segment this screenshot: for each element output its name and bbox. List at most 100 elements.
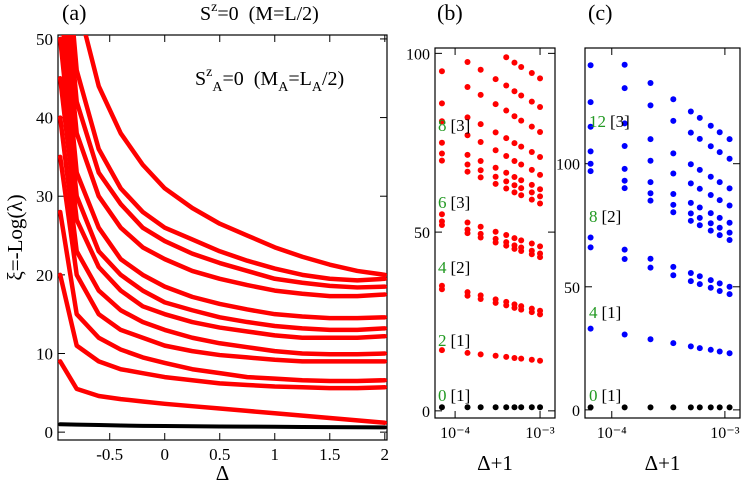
point: [528, 166, 535, 173]
point: [621, 85, 628, 92]
annotation-part: A: [278, 80, 289, 95]
panel-label: (b): [437, 0, 463, 25]
point: [528, 309, 535, 316]
point: [503, 152, 510, 159]
point: [503, 302, 510, 309]
point: [503, 185, 510, 192]
y-tick-label: 100: [406, 46, 430, 63]
point: [621, 185, 628, 192]
point: [511, 174, 518, 181]
point: [696, 204, 703, 211]
point: [438, 221, 445, 228]
point: [518, 161, 525, 168]
point: [464, 349, 471, 356]
point: [477, 351, 484, 358]
point: [511, 404, 518, 411]
point: [670, 117, 677, 124]
y-tick-label: 10: [36, 344, 53, 363]
plot-frame: [584, 47, 741, 419]
point: [687, 217, 694, 224]
point: [687, 129, 694, 136]
point: [670, 404, 677, 411]
point: [528, 70, 535, 77]
curve: [58, 154, 387, 364]
x-tick-label: -0.5: [96, 445, 123, 464]
level-degeneracy: [1]: [451, 331, 471, 350]
point: [477, 66, 484, 73]
x-axis-label: Δ+1: [645, 451, 681, 475]
point: [726, 202, 733, 209]
point: [670, 150, 677, 157]
point: [477, 404, 484, 411]
point: [438, 211, 445, 218]
annotation: Sz=0 (M=L/2): [200, 0, 319, 25]
y-tick-label: 20: [36, 266, 53, 285]
point: [716, 129, 723, 136]
point: [687, 210, 694, 217]
point: [438, 157, 445, 164]
level-label: 4 [1]: [589, 303, 621, 322]
point: [647, 102, 654, 109]
annotation-part: =L: [288, 68, 312, 90]
level-number: 12: [589, 112, 606, 131]
point: [537, 254, 544, 261]
point: [511, 245, 518, 252]
point: [511, 140, 518, 147]
level-number: 0: [438, 386, 447, 405]
point: [492, 239, 499, 246]
curve: [68, 35, 387, 290]
level-number: 4: [438, 258, 447, 277]
point: [687, 270, 694, 277]
point: [438, 150, 445, 157]
point: [518, 192, 525, 199]
point: [464, 132, 471, 139]
point: [716, 179, 723, 186]
point: [707, 191, 714, 198]
point: [647, 157, 654, 164]
point: [503, 178, 510, 185]
level-label: 0 [1]: [438, 386, 470, 405]
point: [687, 199, 694, 206]
point: [647, 336, 654, 343]
point: [528, 149, 535, 156]
point: [726, 155, 733, 162]
point: [511, 59, 518, 66]
point: [707, 122, 714, 129]
point: [696, 404, 703, 411]
point: [716, 404, 723, 411]
point: [477, 139, 484, 146]
level-degeneracy: [1]: [451, 386, 471, 405]
x-tick-label: 10⁻³: [710, 425, 739, 442]
annotation-part: S: [195, 68, 206, 90]
point: [528, 123, 535, 130]
point: [726, 237, 733, 244]
point: [670, 263, 677, 270]
point: [587, 148, 594, 155]
x-tick-label: 10⁻⁴: [440, 425, 470, 442]
point: [647, 190, 654, 197]
point: [647, 197, 654, 204]
x-tick-label: 0.5: [209, 445, 230, 464]
y-tick-label: 0: [45, 423, 54, 442]
point: [707, 284, 714, 291]
point: [492, 352, 499, 359]
point: [518, 63, 525, 70]
point: [621, 120, 628, 127]
point: [518, 185, 525, 192]
point: [511, 354, 518, 361]
point: [726, 283, 733, 290]
curve: [65, 35, 387, 299]
point: [696, 166, 703, 173]
level-number: 8: [589, 207, 598, 226]
y-tick-label: 50: [414, 225, 430, 242]
point: [587, 99, 594, 106]
point: [503, 169, 510, 176]
point: [537, 154, 544, 161]
point: [537, 357, 544, 364]
point: [726, 350, 733, 357]
level-degeneracy: [3]: [451, 193, 471, 212]
point: [537, 171, 544, 178]
point: [716, 149, 723, 156]
level-label: 2 [1]: [438, 331, 470, 350]
level-label: 8 [2]: [589, 207, 621, 226]
